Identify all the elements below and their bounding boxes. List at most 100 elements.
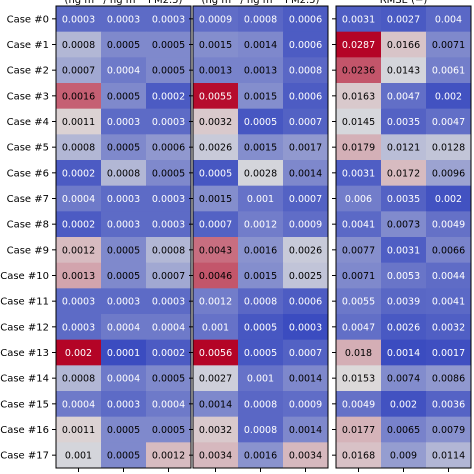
cell-value-label: 0.0014 [289,374,322,385]
cell-value-label: 0.0002 [152,348,185,359]
cell-value-label: 0.0003 [152,14,185,25]
cell-value-label: 0.0047 [342,322,375,333]
heatmap-cell [426,262,472,289]
heatmap-cell [381,185,427,212]
cell-value-label: 0.0008 [107,168,140,179]
cell-value-label: 0.0005 [152,40,185,51]
heatmap-cell [238,262,284,289]
cell-value-label: 0.0179 [342,143,375,154]
heatmap-cell [238,57,284,84]
cell-value-label: 0.0074 [387,374,420,385]
cell-value-label: 0.0143 [387,66,420,77]
cell-value-label: 0.0003 [107,297,140,308]
heatmap-cell [426,185,472,212]
heatmap-cell [381,211,427,238]
cell-value-label: 0.0011 [62,117,95,128]
cell-value-label: 0.0005 [244,322,277,333]
heatmap-cell [381,237,427,264]
heatmap-cell [283,160,329,187]
heatmap-cell [426,211,472,238]
cell-value-label: 0.004 [435,14,462,25]
heatmap-cell [381,442,427,469]
cell-value-label: 0.0039 [387,297,420,308]
cell-value-label: 0.0014 [244,40,277,51]
cell-value-label: 0.0008 [152,245,185,256]
cell-value-label: 0.0163 [342,91,375,102]
heatmap-cell [56,6,102,33]
heatmap-cell [283,416,329,443]
cell-value-label: 0.0043 [199,245,232,256]
heatmap-cell [101,339,147,366]
row-label: Case #17 [0,451,49,462]
heatmap-cell [283,108,329,135]
heatmap-cell [283,57,329,84]
cell-value-label: 0.0031 [387,245,420,256]
cell-value-label: 0.002 [65,348,92,359]
heatmap-cell [101,185,147,212]
cell-value-label: 0.0077 [342,245,375,256]
panel-title: (ng m⁻²/ ng m⁻² PM2.5) [202,0,320,6]
cell-value-label: 0.0006 [289,40,322,51]
cell-value-label: 0.0012 [152,451,185,462]
heatmap-cell [193,134,239,161]
heatmap-cell [56,365,102,392]
heatmap-cell [146,262,192,289]
heatmap-cell [238,288,284,315]
cell-value-label: 0.001 [247,194,274,205]
heatmap-cell [238,185,284,212]
cell-value-label: 0.0007 [289,348,322,359]
heatmap-cell [336,288,382,315]
cell-value-label: 0.002 [435,194,462,205]
heatmap-cell [146,160,192,187]
cell-value-label: 0.0005 [107,425,140,436]
heatmap-cell [238,314,284,341]
row-label: Case #5 [7,143,49,154]
heatmap-cell [283,134,329,161]
cell-value-label: 0.0015 [199,194,232,205]
heatmap-cell [101,31,147,58]
heatmap-cell [146,339,192,366]
heatmap-panel-1: 0.0003 0.0003 0.0003 0.0008 0.0005 0.0005 0.00… [52,5,192,472]
heatmap-cell [283,237,329,264]
row-label: Case #0 [7,14,49,25]
cell-value-label: 0.0004 [152,322,185,333]
heatmap-cell [193,339,239,366]
heatmap-cell [283,31,329,58]
heatmap-cell [56,31,102,58]
cell-value-label: 0.0016 [244,451,277,462]
cell-value-label: 0.0026 [199,143,232,154]
heatmap-cell [336,6,382,33]
cell-value-label: 0.0031 [342,14,375,25]
cell-value-label: 0.0079 [432,425,465,436]
cell-value-label: 0.0166 [387,40,420,51]
cell-value-label: 0.0096 [432,168,465,179]
cell-value-label: 0.0044 [432,271,465,282]
cell-value-label: 0.0005 [152,374,185,385]
heatmap-cell [283,262,329,289]
heatmap-cell [146,314,192,341]
cell-value-label: 0.0007 [62,66,95,77]
heatmap-cell [193,83,239,110]
cell-value-label: 0.0015 [244,91,277,102]
cell-value-label: 0.009 [390,451,417,462]
heatmap-cell [336,185,382,212]
cell-value-label: 0.0016 [62,91,95,102]
cell-value-label: 0.0005 [152,168,185,179]
heatmap-cell [381,391,427,418]
cell-value-label: 0.0015 [244,271,277,282]
heatmap-cell [146,288,192,315]
heatmap-cell [381,160,427,187]
heatmap-panel-3: 0.0031 0.0027 0.004 0.0287 0.0166 0.0071 0.023… [332,5,472,472]
heatmap-cell [336,160,382,187]
heatmap-cell [101,262,147,289]
cell-value-label: 0.018 [345,348,372,359]
heatmap-cell [146,416,192,443]
heatmap-cell [426,134,472,161]
row-label: Case #2 [7,66,49,77]
cell-value-label: 0.0026 [289,245,322,256]
cell-value-label: 0.0006 [289,14,322,25]
cell-value-label: 0.0012 [244,220,277,231]
heatmap-cell [193,6,239,33]
heatmap-cell [101,237,147,264]
cell-value-label: 0.0041 [432,297,465,308]
